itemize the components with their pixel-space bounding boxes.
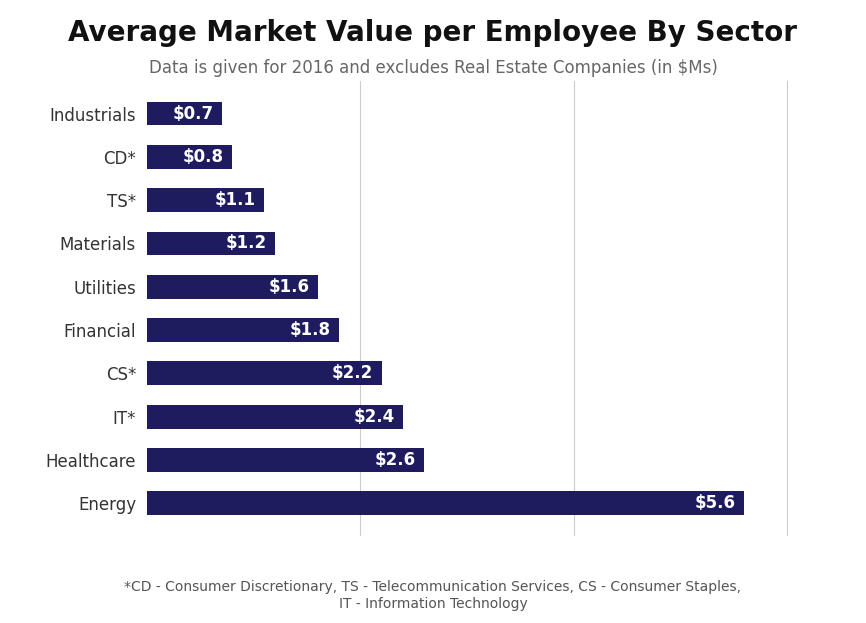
Bar (147, 448, 424, 472)
Text: Average Market Value per Employee By Sector: Average Market Value per Employee By Sec… (68, 19, 798, 47)
Text: $0.7: $0.7 (172, 105, 213, 123)
Text: $5.6: $5.6 (695, 494, 735, 512)
Text: $1.6: $1.6 (268, 278, 309, 296)
Text: $1.2: $1.2 (225, 234, 267, 252)
Text: Data is given for 2016 and excludes Real Estate Companies (in $Ms): Data is given for 2016 and excludes Real… (149, 59, 717, 77)
Bar (147, 275, 318, 298)
Bar (147, 318, 339, 342)
Text: *CD - Consumer Discretionary, TS - Telecommunication Services, CS - Consumer Sta: *CD - Consumer Discretionary, TS - Telec… (125, 581, 741, 611)
Bar (147, 188, 264, 212)
Bar (147, 405, 403, 429)
Bar (147, 102, 222, 125)
Text: $2.6: $2.6 (375, 451, 416, 469)
Bar (147, 145, 232, 169)
Bar (147, 492, 744, 515)
Text: $1.8: $1.8 (289, 321, 331, 339)
Bar (147, 361, 382, 385)
Text: $2.2: $2.2 (332, 364, 373, 383)
Bar (147, 232, 275, 255)
Text: $2.4: $2.4 (353, 407, 395, 426)
Text: $0.8: $0.8 (183, 148, 224, 166)
Text: $1.1: $1.1 (215, 191, 256, 209)
